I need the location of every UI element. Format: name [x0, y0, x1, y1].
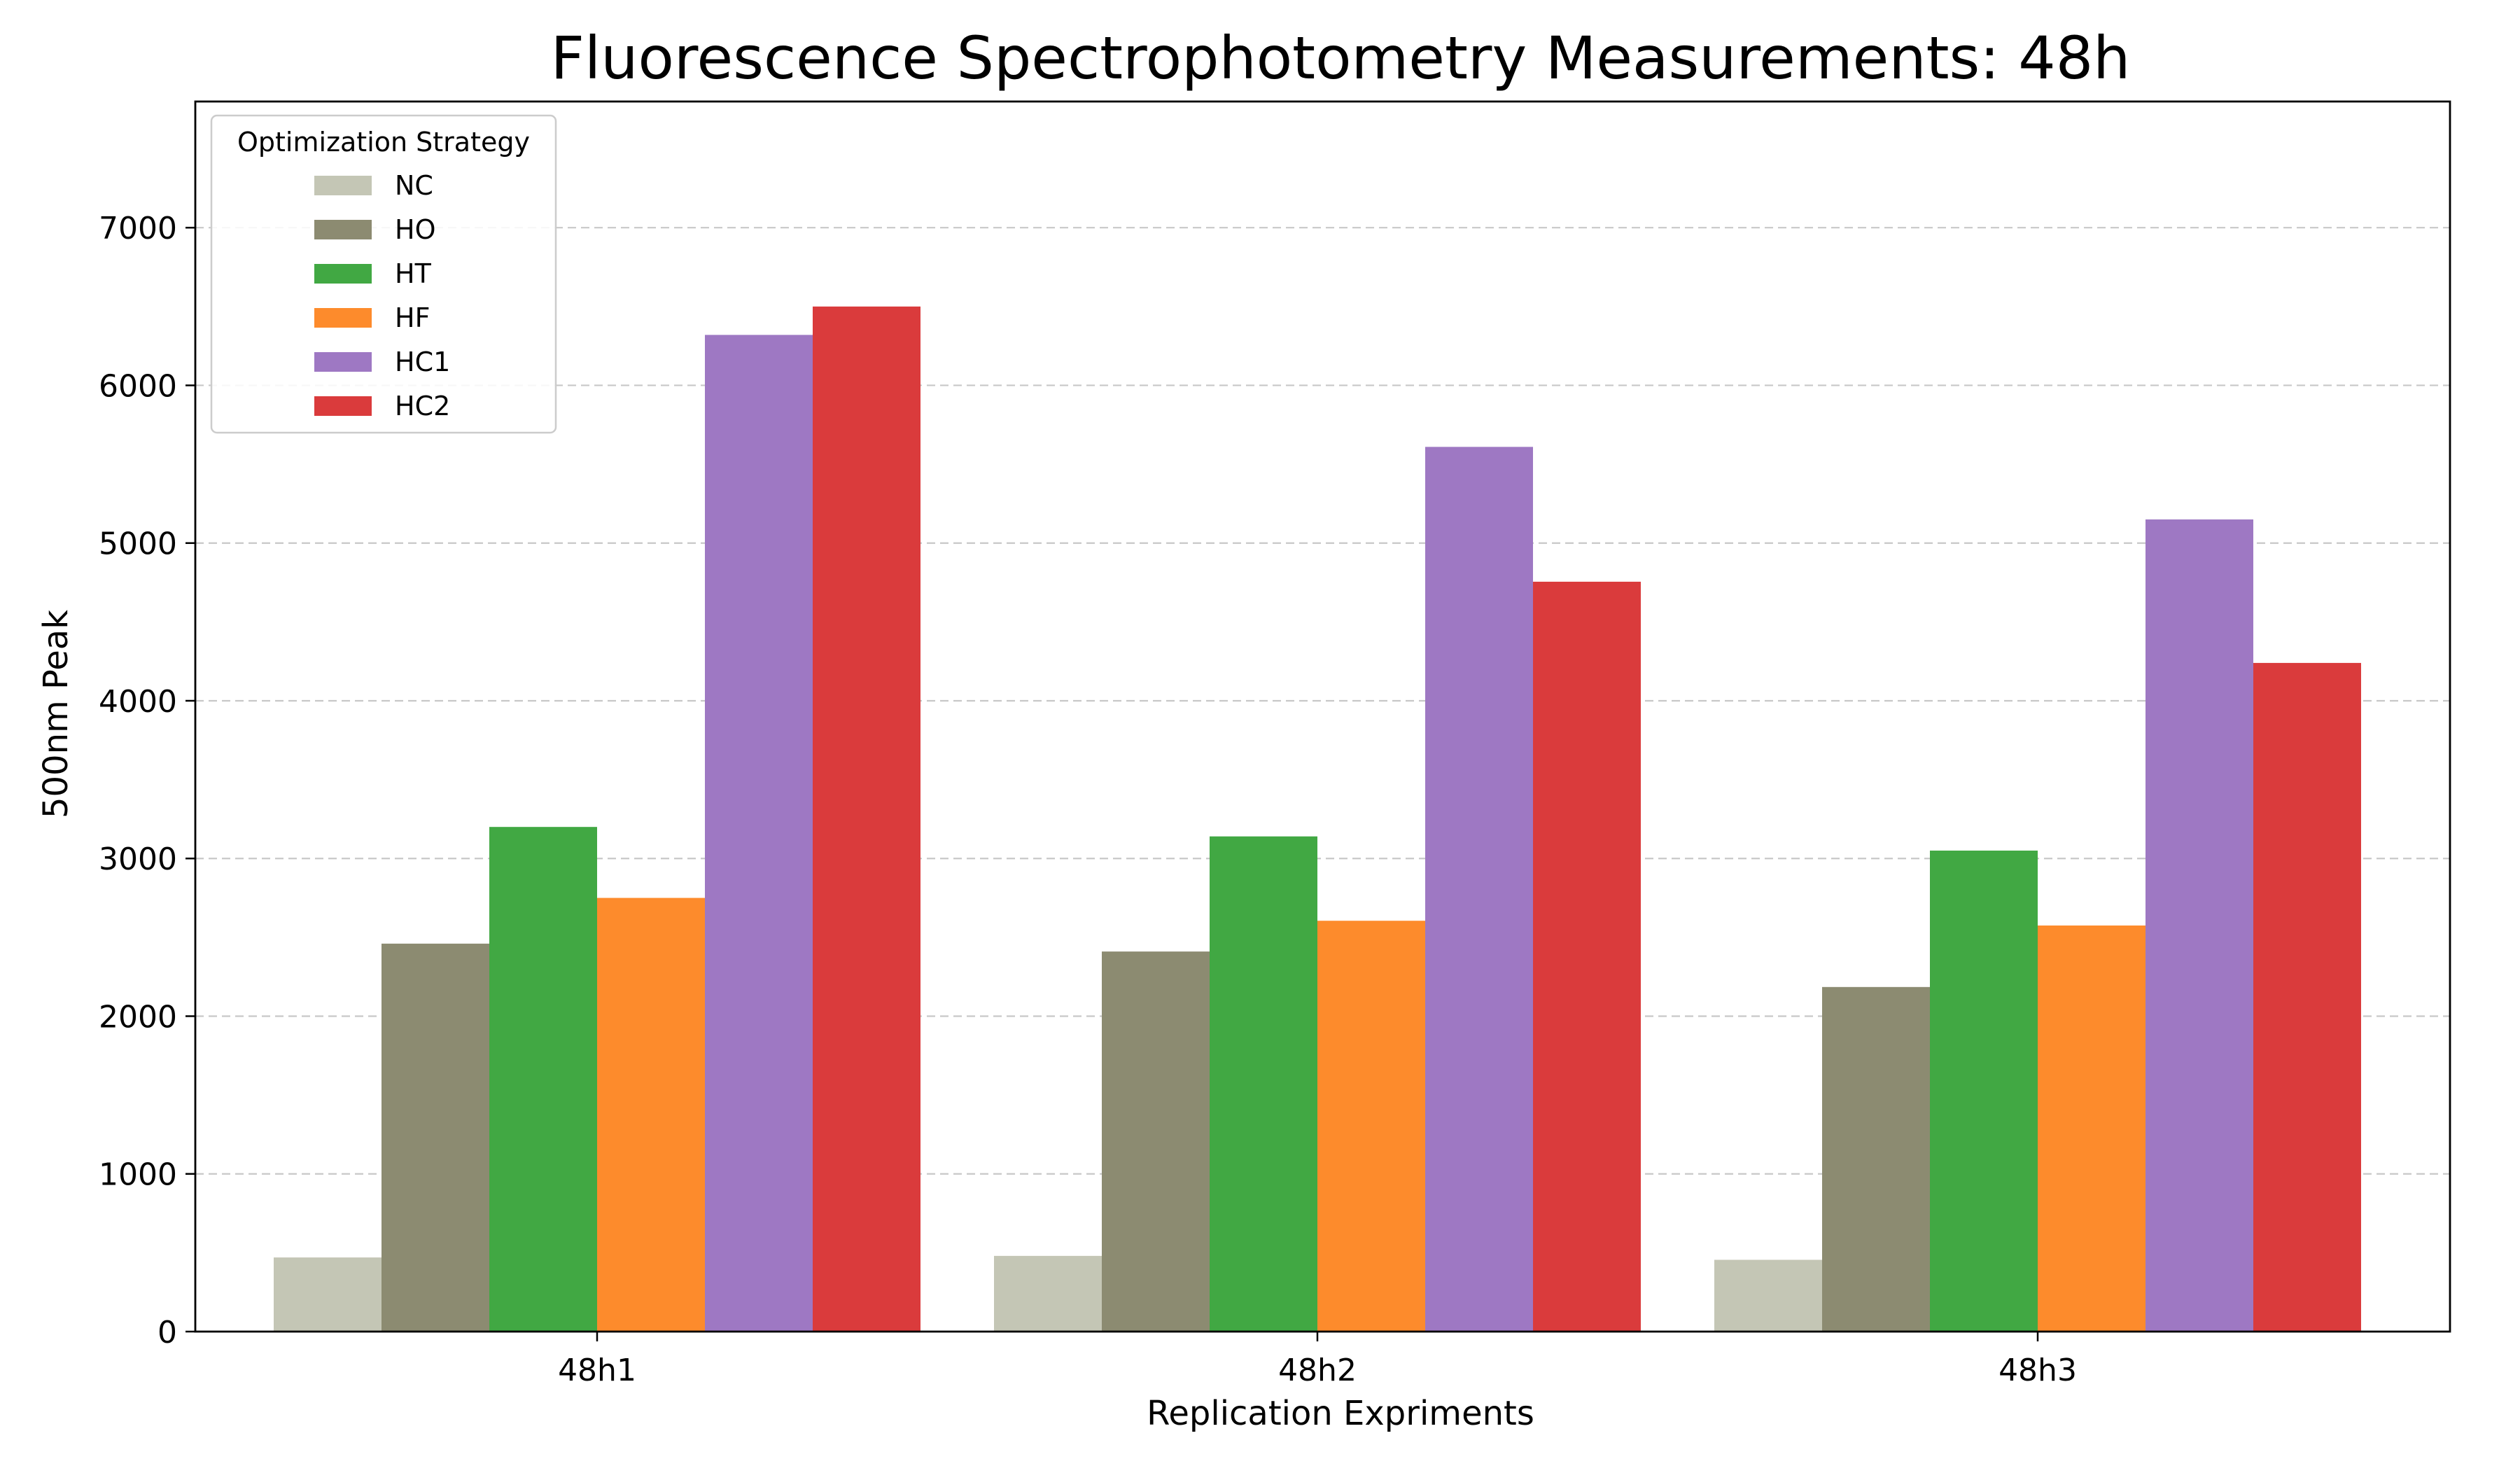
legend-label-nc: NC	[395, 170, 433, 201]
legend-box	[210, 114, 557, 434]
x-axis-label: Replication Expriments	[1147, 1394, 1534, 1433]
legend-label-hc2: HC2	[395, 391, 450, 421]
legend-label-hf: HF	[395, 302, 430, 333]
x-tick-label: 48h3	[1998, 1353, 2077, 1388]
bar-nc-48h3	[1714, 1259, 1822, 1332]
x-tick-label: 48h1	[558, 1353, 636, 1388]
y-tick-label: 7000	[99, 211, 177, 246]
legend-swatch-hf	[314, 308, 372, 328]
bar-ht-48h1	[489, 827, 597, 1332]
bar-ho-48h3	[1822, 986, 1930, 1332]
legend-swatch-ho	[314, 220, 372, 239]
bar-hc2-48h3	[2253, 662, 2361, 1332]
bars	[274, 306, 2361, 1332]
bar-hf-48h1	[597, 898, 705, 1332]
legend-swatch-hc1	[314, 352, 372, 372]
bar-ho-48h1	[382, 943, 489, 1332]
y-tick-label: 0	[158, 1315, 177, 1350]
plot-frame	[194, 100, 2451, 1333]
legend-label-ho: HO	[395, 214, 435, 245]
legend-swatch-ht	[314, 264, 372, 284]
bar-nc-48h2	[994, 1255, 1102, 1332]
y-tick-label: 2000	[99, 999, 177, 1035]
bar-hf-48h2	[1317, 921, 1425, 1332]
chart-title: Fluorescence Spectrophotometry Measureme…	[551, 24, 2131, 92]
bar-ht-48h2	[1210, 836, 1317, 1332]
legend-swatch-hc2	[314, 396, 372, 416]
bar-hc2-48h1	[813, 306, 920, 1332]
bar-hc1-48h3	[2146, 519, 2253, 1332]
y-tick-label: 6000	[99, 368, 177, 404]
bar-hc2-48h2	[1533, 581, 1641, 1332]
legend-title: Optimization Strategy	[237, 127, 530, 158]
y-axis-label: 500nm Peak	[36, 610, 76, 818]
x-tick-label: 48h2	[1278, 1353, 1357, 1388]
bar-ho-48h2	[1102, 951, 1210, 1332]
legend: Optimization Strategy NC HO HT HF HC1 HC2	[210, 114, 557, 434]
y-tick-label: 3000	[99, 842, 177, 877]
y-tick-label: 5000	[99, 526, 177, 562]
legend-items: NC HO HT HF HC1 HC2	[314, 170, 450, 421]
bar-hc1-48h2	[1425, 447, 1533, 1332]
bar-hf-48h3	[2038, 925, 2146, 1332]
legend-swatch-nc	[314, 176, 372, 195]
axes: 0 1000 2000 3000 4000 5000 6000 7000 48h1 48h2 48h…	[99, 100, 2451, 1388]
bar-hc1-48h1	[705, 335, 813, 1332]
y-tick-label: 1000	[99, 1157, 177, 1193]
bar-ht-48h3	[1930, 850, 2038, 1332]
legend-label-ht: HT	[395, 258, 432, 289]
y-tick-label: 4000	[99, 684, 177, 720]
legend-label-hc1: HC1	[395, 347, 450, 377]
bar-nc-48h1	[274, 1257, 382, 1332]
